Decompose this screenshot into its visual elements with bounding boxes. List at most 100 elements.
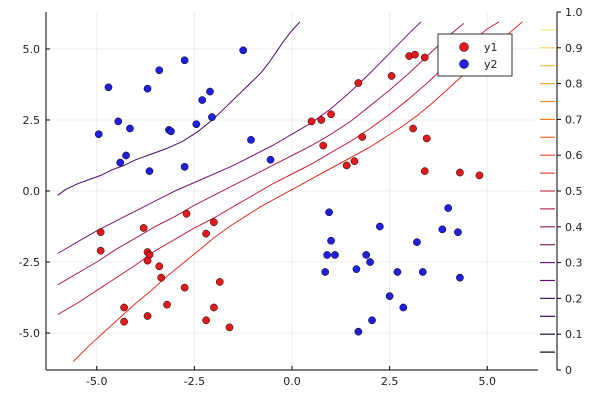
- data-point-y2: [321, 268, 330, 276]
- data-point-y2: [143, 84, 152, 93]
- data-point-y2: [362, 251, 371, 259]
- data-point-y2: [323, 251, 331, 259]
- data-point-y2: [354, 327, 363, 336]
- colorbar-tick-label: 0.2: [565, 292, 583, 305]
- data-point-y2: [145, 167, 154, 175]
- data-point-y2: [192, 120, 201, 129]
- x-tick-label: -2.5: [184, 375, 205, 388]
- data-point-y1: [422, 134, 431, 143]
- data-point-y1: [182, 209, 191, 218]
- data-point-y1: [210, 218, 218, 227]
- data-point-y2: [180, 162, 189, 171]
- colorbar-tick-label: 0.6: [565, 149, 583, 162]
- data-point-y1: [358, 133, 367, 141]
- data-point-y2: [444, 204, 453, 212]
- data-point-y2: [331, 251, 339, 259]
- contour-line: [72, 21, 523, 362]
- data-point-y2: [239, 46, 248, 55]
- x-tick-label: -5.0: [86, 375, 107, 388]
- y-tick-label: 2.5: [23, 114, 41, 127]
- colorbar-tick-label: 0.8: [565, 78, 583, 91]
- y-tick-label: -5.0: [19, 327, 40, 340]
- colorbar-tick-label: 0.4: [565, 221, 583, 234]
- colorbar-tick-label: 0.1: [565, 328, 583, 341]
- data-point-y2: [167, 127, 175, 136]
- data-point-y2: [198, 96, 207, 104]
- data-point-y1: [143, 312, 152, 320]
- contour-line: [57, 21, 500, 316]
- contour-line: [57, 21, 301, 196]
- data-point-y1: [307, 117, 316, 126]
- data-point-y1: [215, 278, 224, 286]
- colorbar-tick-label: 0.9: [565, 42, 583, 55]
- data-point-y1: [456, 168, 464, 177]
- data-point-y2: [418, 268, 427, 276]
- data-point-y2: [368, 316, 376, 325]
- data-point-y1: [350, 157, 359, 166]
- legend-marker-y1: [459, 42, 469, 52]
- axes: -5.0 -2.5 0.0 2.5 5.0 -5.0 -2.5 0.0 2.5 5.0: [19, 12, 538, 388]
- data-point-y1: [120, 303, 128, 312]
- data-point-y1: [163, 300, 171, 309]
- contour-line: [57, 21, 422, 254]
- data-point-y1: [411, 50, 419, 59]
- data-point-y1: [420, 53, 429, 62]
- data-point-y1: [139, 224, 148, 232]
- data-point-y2: [385, 292, 394, 300]
- data-point-y1: [96, 228, 105, 237]
- legend-marker-y2: [459, 59, 469, 69]
- y-tick-label: 5.0: [23, 43, 41, 56]
- y-tick-label: -2.5: [19, 256, 40, 269]
- data-point-y2: [399, 303, 408, 312]
- data-point-y2: [376, 222, 384, 231]
- data-point-y1: [409, 124, 417, 133]
- data-point-y2: [155, 66, 164, 75]
- data-point-y2: [438, 225, 447, 234]
- data-point-y2: [116, 158, 125, 167]
- data-point-y1: [157, 273, 166, 282]
- data-point-y2: [104, 83, 113, 92]
- data-point-y2: [247, 136, 255, 144]
- contour-line: [57, 23, 465, 286]
- x-tick-label: 2.5: [381, 375, 399, 388]
- data-point-y1: [354, 79, 363, 87]
- colorbar-tick-label: 0.3: [565, 257, 583, 270]
- x-tick-label: 0.0: [283, 375, 301, 388]
- data-points: [94, 46, 484, 336]
- data-point-y1: [202, 316, 210, 325]
- data-point-y2: [208, 113, 216, 121]
- x-tick-label: 5.0: [478, 375, 496, 388]
- data-point-y2: [393, 268, 402, 276]
- data-point-y2: [327, 236, 335, 245]
- data-point-y1: [225, 323, 234, 332]
- data-point-y1: [120, 317, 128, 326]
- data-point-y2: [366, 258, 374, 266]
- colorbar-tick-label: 0.5: [565, 185, 583, 198]
- colorbar-tick-label: 0: [565, 364, 572, 377]
- data-point-y2: [352, 265, 361, 273]
- data-point-y2: [206, 87, 214, 96]
- data-point-y2: [180, 56, 189, 65]
- data-point-y1: [420, 167, 429, 175]
- data-point-y2: [266, 155, 275, 164]
- data-point-y2: [325, 208, 333, 217]
- data-point-y2: [454, 228, 462, 237]
- colorbar-tick-label: 0.7: [565, 113, 583, 126]
- data-point-y2: [413, 238, 421, 246]
- data-point-y2: [126, 124, 134, 133]
- data-point-y1: [475, 171, 484, 180]
- data-point-y1: [317, 116, 326, 124]
- legend-label-y1: y1: [484, 41, 498, 54]
- data-point-y2: [94, 130, 103, 139]
- data-point-y2: [122, 151, 130, 160]
- data-point-y1: [327, 110, 335, 119]
- data-point-y1: [143, 256, 152, 265]
- y-tick-label: 0.0: [23, 185, 41, 198]
- data-point-y2: [114, 117, 123, 126]
- legend-label-y2: y2: [484, 58, 498, 71]
- legend-box: [437, 33, 513, 77]
- data-point-y1: [387, 72, 396, 80]
- colorbar: 0 0.1 0.2 0.3 0.4 0.5 0.6 0.7 0.8 0.9 1.0: [540, 6, 583, 377]
